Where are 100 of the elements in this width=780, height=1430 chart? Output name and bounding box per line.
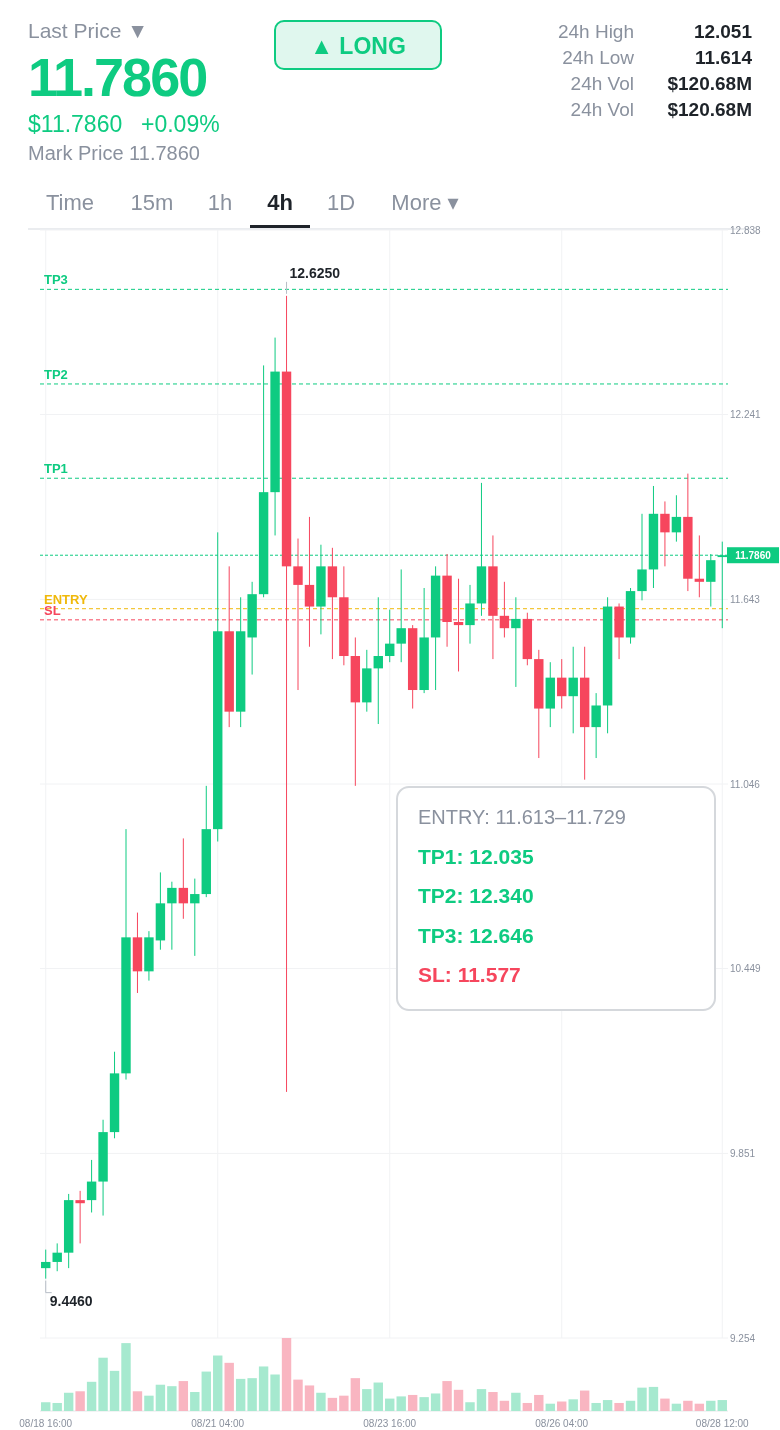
bar [327,1397,338,1411]
bar [648,1386,659,1411]
bar [579,1390,590,1411]
bar [213,1355,223,1411]
bar [121,1343,131,1411]
ref-line-label: TP2 [44,366,68,382]
bar [602,1400,613,1411]
text: 15m [130,190,174,215]
annotation: TP1: 12.035 [418,844,534,868]
bar [385,1398,395,1411]
text: 1D [326,190,356,215]
y-tick-label: 11.046 [730,778,761,790]
bar [671,1403,682,1411]
text: 11.614 [694,47,753,68]
bar [545,1403,555,1411]
bar [98,1357,108,1411]
bar [235,1378,246,1411]
bar [396,1396,406,1411]
bar [465,1402,475,1411]
x-tick-label: 08/18 16:00 [19,1418,73,1429]
candlestick [568,646,578,734]
candlestick [167,881,177,951]
ref-line-label: 11.7860 [735,549,772,561]
candlestick [190,878,200,957]
bar [293,1379,303,1411]
bar [167,1386,177,1411]
bar [453,1389,464,1411]
bar [660,1398,670,1411]
bar [717,1400,727,1411]
text: Mark Price 11.7860 [28,142,200,164]
bar [683,1400,693,1411]
text: More ▾ [391,190,459,215]
text: 1h [207,190,233,215]
candlestick [694,534,705,598]
bar [63,1392,74,1411]
candlestick [75,1190,85,1244]
annotation: SL: 11.577 [418,963,521,986]
annotation: TP3: 12.646 [418,923,534,947]
annotation: TP2: 12.340 [418,884,534,907]
x-tick-label: 08/23 16:00 [363,1418,417,1429]
bar [637,1387,647,1411]
text: $120.68M [667,73,752,94]
y-tick-label: 11.643 [730,593,761,605]
text: 24h High [557,21,634,42]
y-tick-label: 12.838 [730,224,762,236]
bar [339,1395,349,1411]
bar [706,1400,716,1411]
y-tick-label: 9.254 [730,1332,756,1344]
text: +0.09% [141,111,220,137]
bar [442,1381,452,1411]
candlestick [373,596,383,725]
bar [224,1362,234,1411]
text: $120.68M [667,99,752,120]
bar [258,1366,269,1411]
text: 24h Vol [570,73,634,94]
bar [568,1399,578,1411]
bar [247,1378,257,1411]
ref-line-label: TP3 [44,272,68,288]
bar [522,1402,533,1411]
bar [316,1392,326,1411]
text: ▲ LONG [310,33,406,59]
text: 24h Vol [570,99,634,120]
candlestick [591,692,601,759]
bar [488,1392,498,1411]
bar [281,1338,292,1411]
bar [201,1371,211,1411]
bar [41,1402,51,1411]
bar [407,1394,418,1411]
bar [304,1385,315,1411]
candlestick [465,584,475,645]
candlestick [385,609,395,663]
ref-line-label: TP1 [44,461,68,477]
bar [52,1402,62,1411]
bar [625,1400,636,1411]
bar [419,1397,429,1411]
y-tick-label: 10.449 [730,963,762,975]
text: 11.7860 [28,47,207,107]
bar [178,1381,189,1411]
text: 4h [267,190,293,215]
bar [132,1391,143,1411]
candlestick [86,1159,97,1213]
bar [614,1402,624,1411]
candlestick [511,596,521,688]
bar [557,1401,567,1411]
text: $11.7860 [28,111,123,137]
y-tick-label: 9.851 [730,1147,756,1159]
bar [86,1381,97,1411]
text: 24h Low [562,47,635,68]
annotation: 9.4460 [49,1292,93,1309]
bar [476,1389,487,1411]
annotation: 12.6250 [289,264,341,281]
bar [75,1391,85,1411]
bar [511,1392,521,1411]
bar [350,1378,361,1411]
text: Last Price ▼ [28,19,148,42]
bar [155,1384,166,1411]
y-tick-label: 12.241 [730,409,762,421]
candlestick [671,494,682,543]
x-tick-label: 08/21 04:00 [191,1418,245,1429]
bar [144,1395,154,1411]
